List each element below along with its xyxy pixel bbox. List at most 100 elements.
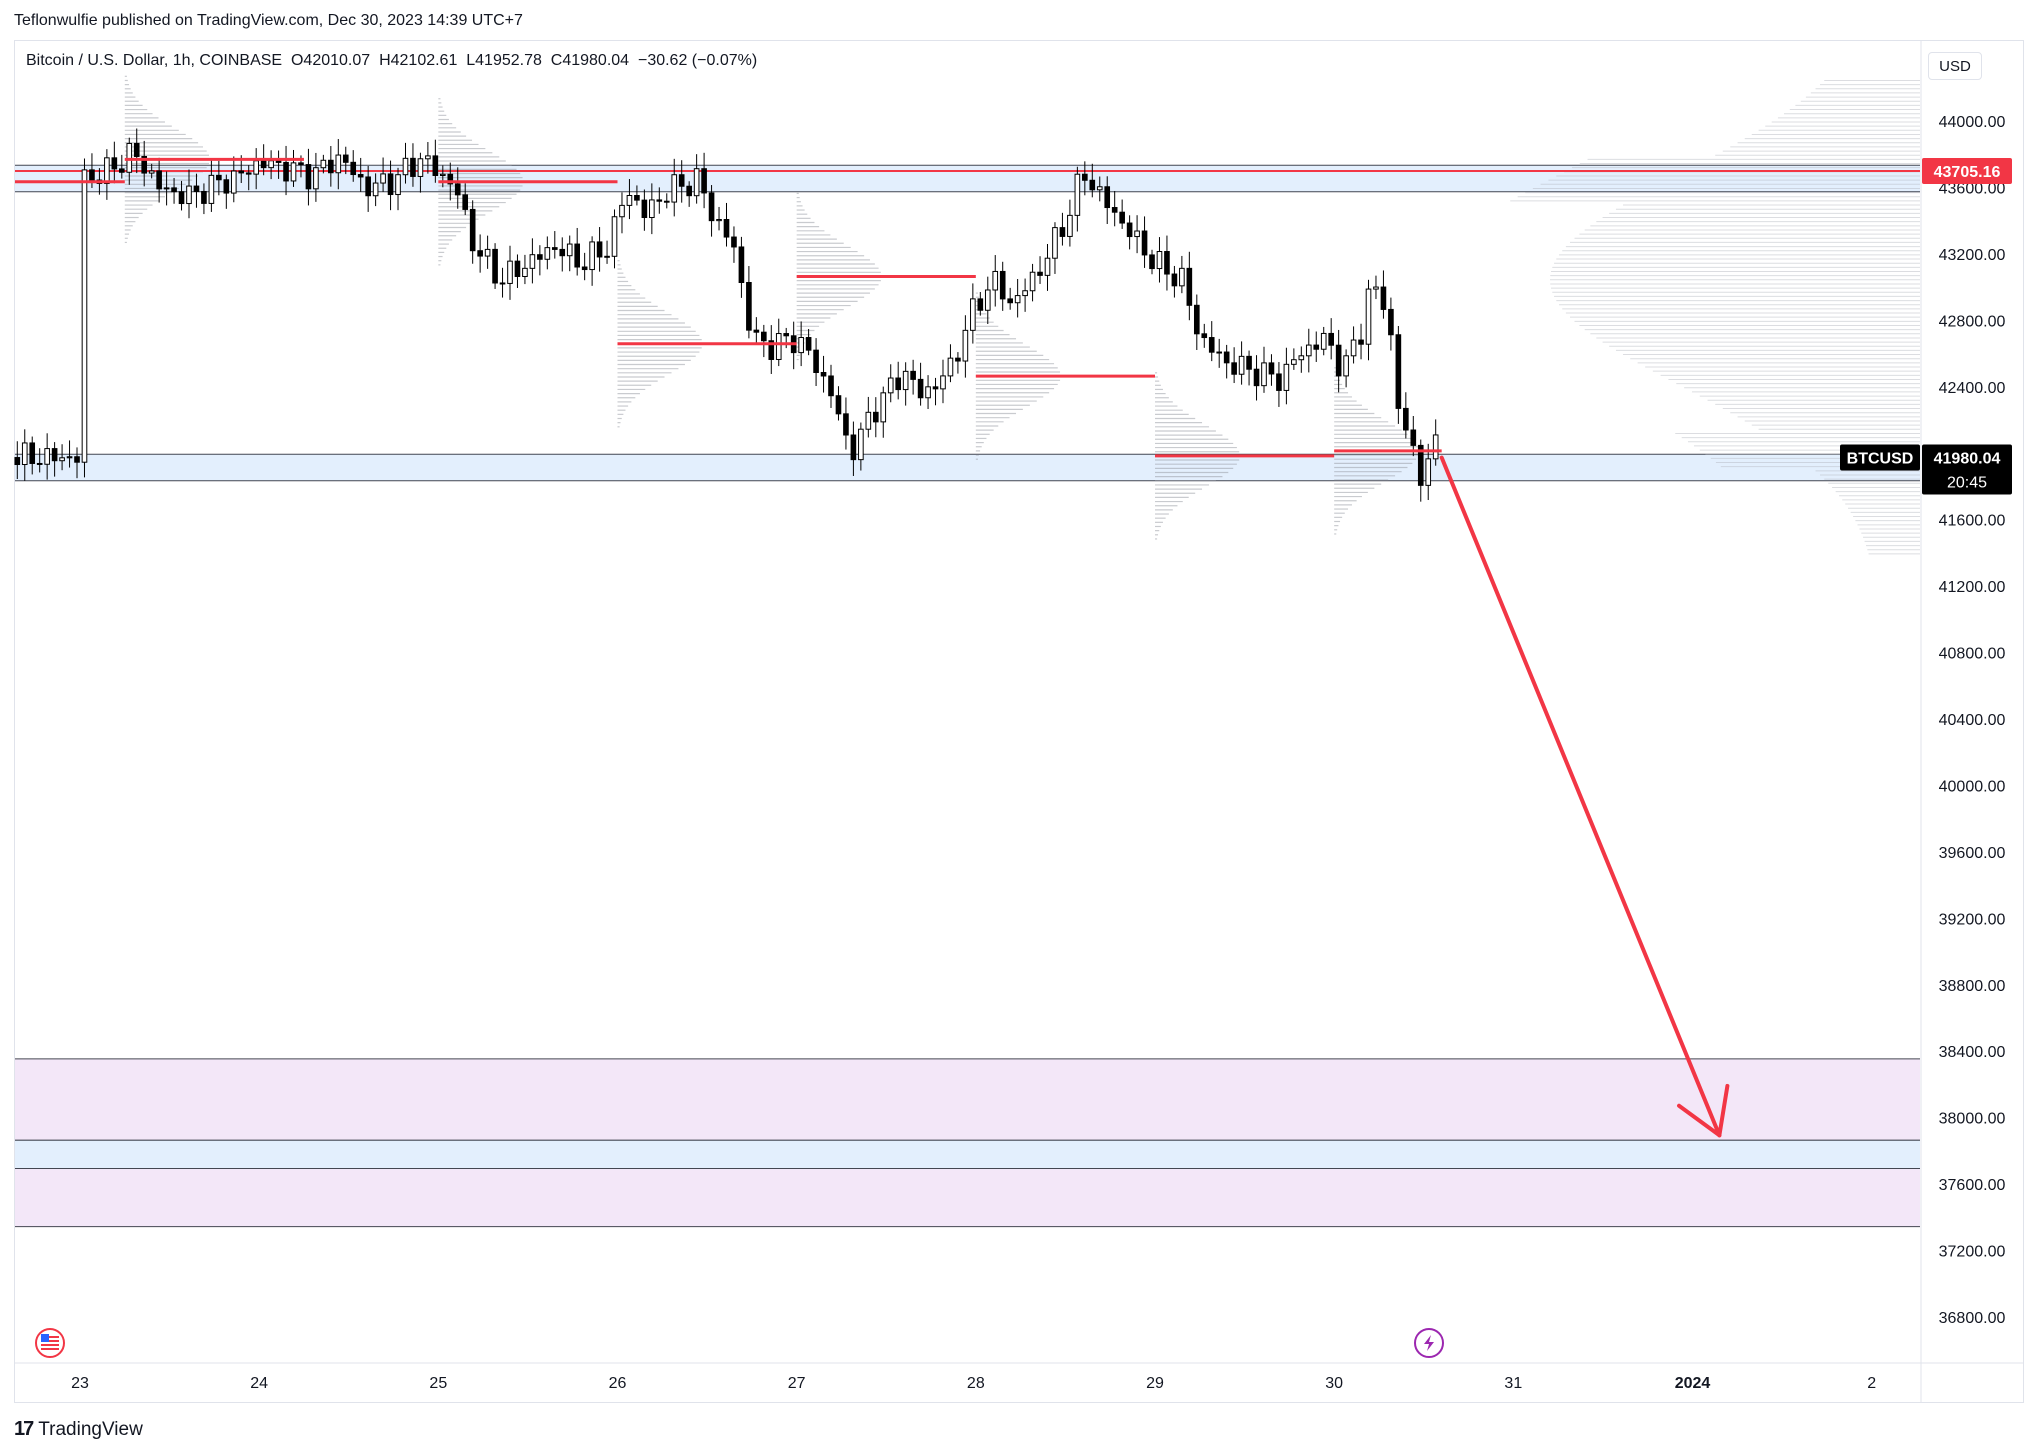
candle-body (1358, 339, 1364, 345)
candle-body (462, 194, 469, 210)
price-tick-label: 38400.00 (1939, 1044, 2006, 1061)
candle-body (1261, 362, 1267, 387)
candle-body (1417, 444, 1424, 486)
candle-body (387, 173, 394, 196)
candle-body (1432, 434, 1439, 460)
price-tick-label: 39200.00 (1939, 911, 2006, 928)
candle-body (372, 182, 379, 197)
candle-body (44, 448, 50, 465)
candle-body (454, 183, 461, 196)
candle-body (999, 270, 1006, 300)
candle-body (1171, 273, 1178, 287)
candle-body (1007, 298, 1013, 304)
candle-body (828, 375, 834, 397)
projection-arrow-head (1677, 1103, 1722, 1138)
candles-layer (14, 128, 1439, 502)
time-tick-label: 28 (967, 1375, 985, 1392)
candle-body (171, 187, 177, 193)
candle-body (1111, 207, 1118, 213)
candle-body (1126, 222, 1133, 238)
lightning-event-icon[interactable] (1414, 1328, 1444, 1358)
candle-body (1291, 359, 1297, 365)
candle-body (678, 174, 685, 187)
symbol-tag-text: BTCUSD (1847, 451, 1914, 468)
candle-body (611, 216, 618, 257)
candle-body (604, 255, 610, 258)
price-labels: 43705.16 BTCUSD 41980.04 20:45 (1840, 157, 2012, 495)
candle-body (708, 192, 715, 222)
candle-body (738, 246, 745, 284)
candle-body (1305, 344, 1312, 357)
candle-body (820, 371, 827, 377)
candle-body (395, 174, 401, 196)
candle-body (596, 241, 603, 258)
candle-body (417, 158, 424, 177)
candle-body (238, 170, 245, 174)
candle-body (432, 155, 439, 176)
candle-body (581, 266, 588, 271)
candle-body (439, 173, 446, 176)
candle-body (253, 160, 259, 175)
price-tick-label: 43600.00 (1939, 180, 2006, 197)
candle-body (335, 154, 342, 174)
candle-body (1298, 355, 1305, 361)
candle-body (66, 456, 73, 459)
candle-body (753, 329, 760, 333)
candle-body (619, 204, 625, 218)
candle-body (514, 260, 521, 277)
candle-body (1059, 227, 1066, 237)
price-tick-label: 37600.00 (1939, 1177, 2006, 1194)
candle-body (201, 190, 207, 204)
candle-body (275, 160, 282, 163)
candle-body (1410, 429, 1417, 446)
symbol-legend: Bitcoin / U.S. Dollar, 1h, COINBASE O420… (26, 52, 757, 70)
currency-button[interactable]: USD (1928, 52, 1982, 80)
price-tick-label: 39600.00 (1939, 845, 2006, 862)
publisher-line: Teflonwulfie published on TradingView.co… (14, 12, 523, 29)
candle-body (104, 157, 110, 184)
purple-zone (15, 1058, 1920, 1141)
candle-body (1067, 214, 1073, 237)
candle-body (559, 248, 566, 257)
candle-body (940, 375, 946, 390)
candle-body (477, 250, 483, 257)
candle-body (1149, 254, 1155, 270)
candle-body (1044, 257, 1051, 276)
price-tick-label: 40400.00 (1939, 712, 2006, 729)
candle-body (21, 442, 28, 466)
candle-body (469, 208, 476, 252)
candle-body (1335, 344, 1342, 377)
candle-body (1253, 368, 1260, 387)
candle-body (313, 167, 319, 190)
candle-body (902, 370, 909, 391)
projection-arrow-shaft (1439, 455, 1722, 1138)
candle-body (947, 357, 954, 377)
candle-body (835, 395, 842, 415)
us-flag-icon[interactable] (35, 1328, 65, 1358)
candle-body (141, 155, 148, 174)
candle-body (499, 282, 506, 285)
candle-body (865, 411, 872, 430)
candle-body (223, 179, 230, 194)
candle-body (126, 142, 133, 173)
legend-change: −30.62 (−0.07%) (637, 52, 758, 69)
candle-body (813, 349, 819, 373)
candle-body (1141, 230, 1148, 256)
candle-body (298, 162, 304, 166)
time-tick-label: 2 (1867, 1375, 1876, 1392)
current-price-text: 41980.04 (1934, 451, 2001, 468)
candle-body (1246, 355, 1252, 370)
candle-body (663, 200, 670, 203)
poc-lines-layer (15, 157, 1442, 458)
legend-symbol: Bitcoin / U.S. Dollar, 1h, COINBASE (26, 52, 283, 69)
candle-body (1037, 271, 1043, 276)
price-tick-label: 37200.00 (1939, 1244, 2006, 1261)
tradingview-brand[interactable]: 17 TradingView (14, 1418, 143, 1441)
candle-body (1425, 458, 1432, 486)
blue-zone (15, 1140, 1920, 1169)
candle-body (1313, 344, 1320, 350)
candle-body (970, 298, 976, 331)
candle-body (917, 378, 924, 399)
candle-body (1320, 332, 1327, 350)
